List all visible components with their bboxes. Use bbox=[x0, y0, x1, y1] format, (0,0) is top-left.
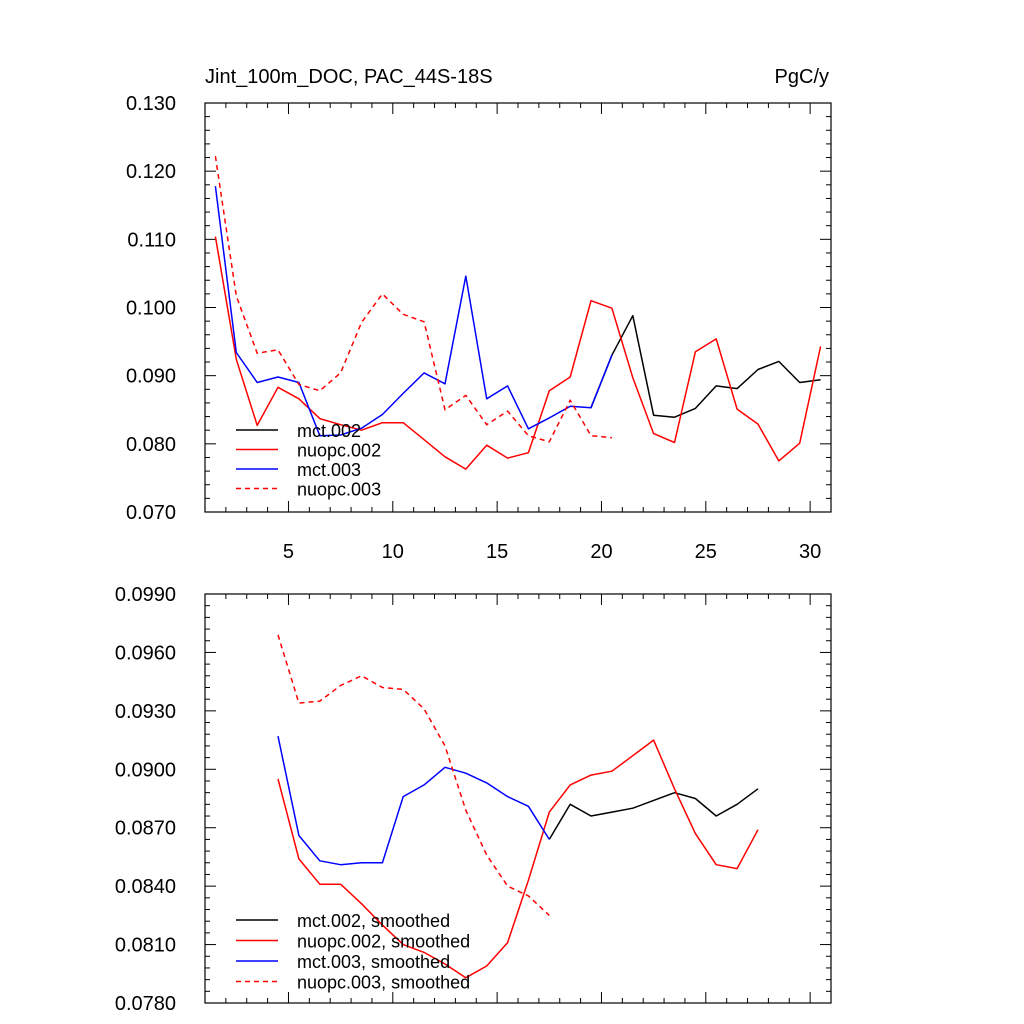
legend-label: mct.003, smoothed bbox=[297, 952, 450, 972]
series-line-4 bbox=[277, 634, 550, 916]
y-tick-label: 0.0930 bbox=[115, 701, 176, 723]
chart-title-right: PgC/y bbox=[775, 66, 829, 88]
x-tick-label: 30 bbox=[799, 541, 821, 563]
y-tick-label: 0.130 bbox=[126, 93, 176, 115]
legend-label: mct.002, smoothed bbox=[297, 911, 450, 931]
y-tick-label: 0.110 bbox=[127, 229, 176, 251]
legend-label: nuopc.002 bbox=[297, 441, 381, 461]
legend-label: nuopc.002, smoothed bbox=[297, 932, 470, 952]
y-tick-label: 0.0780 bbox=[115, 993, 176, 1015]
y-tick-label: 0.100 bbox=[126, 298, 176, 320]
legend-label: mct.003 bbox=[297, 460, 361, 480]
y-tick-label: 0.0810 bbox=[115, 935, 176, 957]
series-line-1 bbox=[590, 314, 821, 418]
y-tick-label: 0.0870 bbox=[115, 818, 176, 840]
legend-label: nuopc.003 bbox=[297, 480, 381, 500]
chart-title-left: Jint_100m_DOC, PAC_44S-18S bbox=[205, 66, 493, 88]
y-tick-label: 0.0840 bbox=[115, 876, 176, 898]
x-tick-label: 5 bbox=[283, 541, 294, 563]
series-line-3 bbox=[277, 736, 550, 866]
y-tick-label: 0.0900 bbox=[115, 759, 176, 781]
series-line-2 bbox=[214, 236, 822, 470]
series-line-2 bbox=[277, 739, 759, 979]
panel-1: 5 10 15 20 25 30 0.070 0.080 0.090 0.100 0.110 0.12… bbox=[126, 66, 832, 563]
series-line-1 bbox=[548, 788, 759, 840]
x-tick-label: 20 bbox=[590, 541, 612, 563]
y-tick-label: 0.0960 bbox=[115, 642, 176, 664]
y-tick-label: 0.120 bbox=[126, 161, 176, 183]
legend-label: nuopc.003, smoothed bbox=[297, 973, 470, 993]
y-tick-label: 0.070 bbox=[126, 502, 176, 524]
series-line-4 bbox=[214, 156, 612, 443]
y-tick-label: 0.090 bbox=[126, 366, 176, 388]
y-tick-label: 0.080 bbox=[126, 434, 176, 456]
legend-label: mct.002 bbox=[297, 421, 361, 441]
series-line-3 bbox=[214, 186, 613, 437]
x-tick-label: 25 bbox=[695, 541, 717, 563]
x-tick-label: 10 bbox=[382, 541, 404, 563]
y-tick-label: 0.0990 bbox=[115, 584, 176, 606]
panel-2: 0.0780 0.0810 0.0840 0.0870 0.0900 0.0930 0.09… bbox=[115, 584, 832, 1015]
x-tick-label: 15 bbox=[486, 541, 508, 563]
